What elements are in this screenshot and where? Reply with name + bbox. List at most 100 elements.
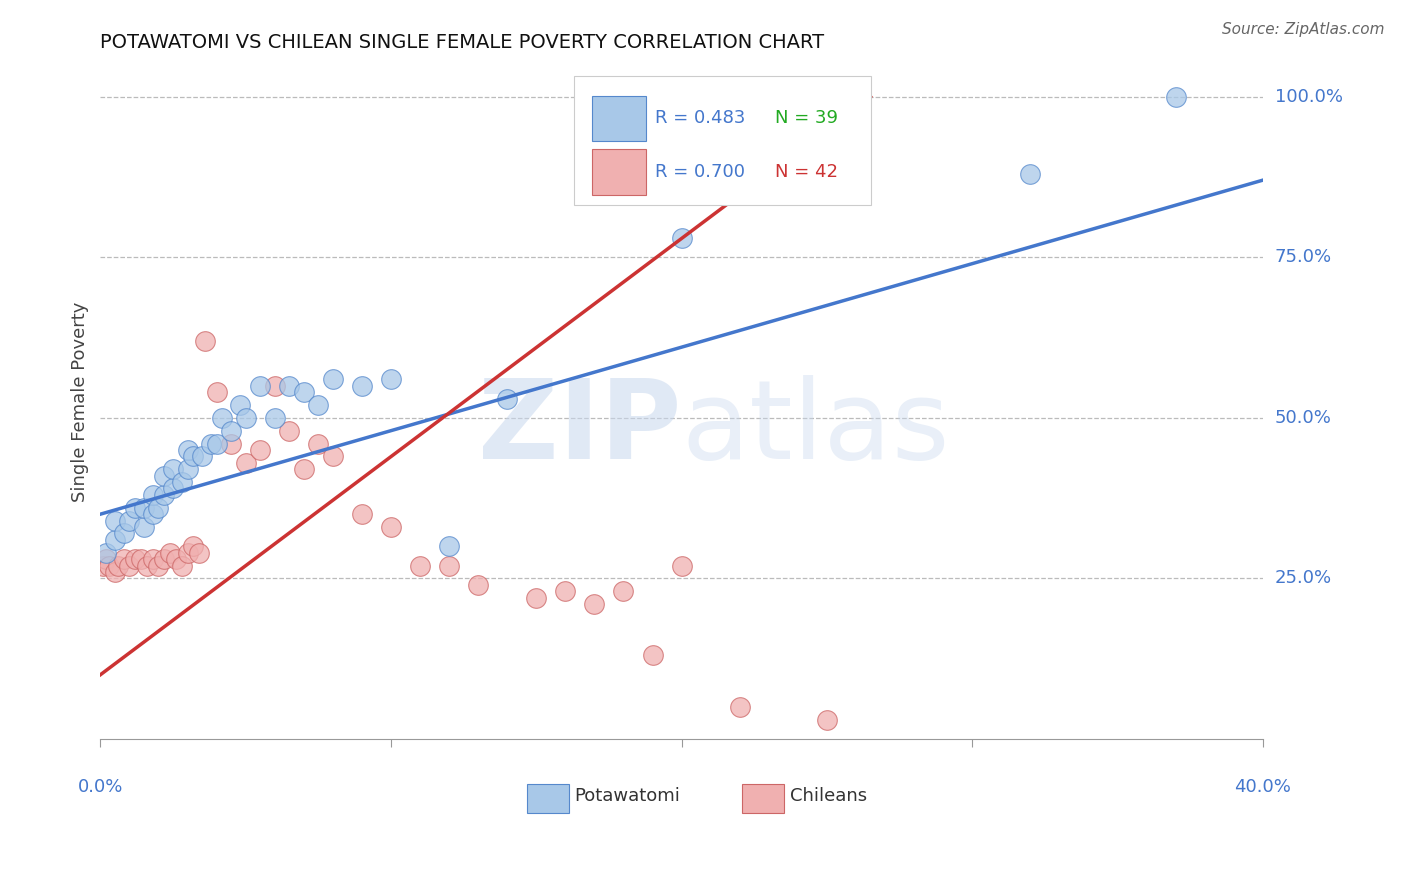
Text: 75.0%: 75.0% — [1274, 248, 1331, 266]
Point — [292, 385, 315, 400]
Point — [91, 558, 114, 573]
Point — [671, 558, 693, 573]
Point — [153, 552, 176, 566]
Text: 0.0%: 0.0% — [77, 778, 124, 796]
FancyBboxPatch shape — [527, 783, 569, 814]
Text: 40.0%: 40.0% — [1234, 778, 1291, 796]
Point — [112, 552, 135, 566]
Point — [292, 462, 315, 476]
Point — [148, 500, 170, 515]
Point — [278, 378, 301, 392]
Point — [129, 552, 152, 566]
Point — [124, 552, 146, 566]
Point — [118, 514, 141, 528]
Point — [188, 546, 211, 560]
Point — [235, 456, 257, 470]
Point — [815, 713, 838, 727]
Point — [249, 442, 271, 457]
Text: R = 0.700: R = 0.700 — [655, 163, 745, 181]
FancyBboxPatch shape — [592, 95, 645, 142]
Text: 50.0%: 50.0% — [1274, 409, 1331, 426]
Point — [183, 450, 205, 464]
Text: N = 42: N = 42 — [775, 163, 838, 181]
Point — [96, 552, 118, 566]
Text: N = 39: N = 39 — [775, 110, 838, 128]
Point — [350, 507, 373, 521]
Text: Source: ZipAtlas.com: Source: ZipAtlas.com — [1222, 22, 1385, 37]
Point — [176, 462, 198, 476]
Point — [142, 552, 165, 566]
Point — [194, 334, 217, 348]
Point — [437, 558, 460, 573]
Point — [467, 578, 489, 592]
Point — [437, 539, 460, 553]
Point — [496, 392, 519, 406]
Point — [229, 398, 252, 412]
Point — [612, 584, 634, 599]
Point — [183, 539, 205, 553]
Point — [104, 514, 127, 528]
Point — [380, 372, 402, 386]
Point — [104, 565, 127, 579]
Point — [263, 378, 285, 392]
Point — [409, 558, 432, 573]
Point — [322, 372, 344, 386]
Point — [524, 591, 547, 605]
Point — [1019, 167, 1042, 181]
Point — [107, 558, 129, 573]
Point — [153, 488, 176, 502]
Point — [307, 398, 329, 412]
Point — [307, 436, 329, 450]
Point — [112, 526, 135, 541]
Point — [176, 442, 198, 457]
Text: R = 0.483: R = 0.483 — [655, 110, 745, 128]
Point — [170, 475, 193, 489]
Point — [728, 699, 751, 714]
Point — [170, 558, 193, 573]
Point — [124, 500, 146, 515]
Point — [162, 462, 184, 476]
Point — [322, 450, 344, 464]
Point — [159, 546, 181, 560]
Point — [583, 597, 606, 611]
Y-axis label: Single Female Poverty: Single Female Poverty — [72, 301, 89, 502]
Point — [671, 231, 693, 245]
Point — [162, 482, 184, 496]
Point — [641, 648, 664, 663]
Point — [554, 584, 576, 599]
Point — [350, 378, 373, 392]
Point — [176, 546, 198, 560]
Text: Chileans: Chileans — [790, 788, 868, 805]
Point — [142, 507, 165, 521]
Point — [191, 450, 214, 464]
Point — [278, 424, 301, 438]
Point — [219, 436, 242, 450]
Point — [148, 558, 170, 573]
Point — [219, 424, 242, 438]
Point — [249, 378, 271, 392]
Point — [132, 520, 155, 534]
Point — [165, 552, 187, 566]
Point — [98, 558, 121, 573]
Text: 100.0%: 100.0% — [1274, 87, 1343, 105]
Point — [205, 385, 228, 400]
Point — [135, 558, 157, 573]
FancyBboxPatch shape — [574, 76, 872, 205]
Text: POTAWATOMI VS CHILEAN SINGLE FEMALE POVERTY CORRELATION CHART: POTAWATOMI VS CHILEAN SINGLE FEMALE POVE… — [100, 33, 824, 52]
Text: Potawatomi: Potawatomi — [575, 788, 681, 805]
Point — [96, 546, 118, 560]
Point — [263, 410, 285, 425]
Point — [118, 558, 141, 573]
FancyBboxPatch shape — [742, 783, 785, 814]
Point — [380, 520, 402, 534]
Point — [142, 488, 165, 502]
Point — [211, 410, 233, 425]
Point — [235, 410, 257, 425]
FancyBboxPatch shape — [592, 150, 645, 195]
Text: ZIP: ZIP — [478, 376, 682, 483]
Point — [1164, 89, 1187, 103]
Point — [132, 500, 155, 515]
Text: 25.0%: 25.0% — [1274, 569, 1331, 588]
Point — [153, 468, 176, 483]
Point — [200, 436, 222, 450]
